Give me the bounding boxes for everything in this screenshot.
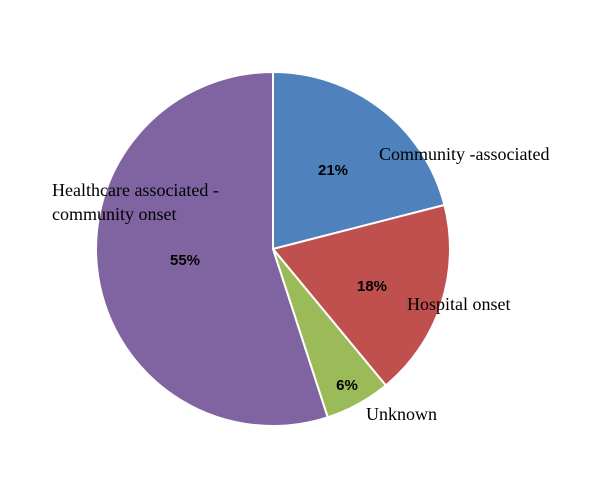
slices-layer	[95, 71, 451, 427]
category-label-healthcare-associated-community-onset: Healthcare associated - community onset	[52, 180, 219, 224]
pct-label-community-associated: 21%	[318, 162, 348, 179]
pie-slice-healthcare-associated-community-onset	[95, 71, 329, 427]
category-label-community-associated: Community -associated	[379, 144, 549, 164]
pct-label-unknown: 6%	[336, 377, 358, 394]
category-label-unknown: Unknown	[366, 404, 437, 424]
pie-slice-community-associated	[272, 71, 446, 250]
pct-label-healthcare-associated-community-onset: 55%	[170, 252, 200, 269]
category-label-hospital-onset: Hospital onset	[407, 294, 511, 314]
category-label-line: Unknown	[366, 404, 437, 424]
category-label-line: community onset	[52, 204, 177, 224]
labels-layer: 21% Community -associated 18% Hospital onse…	[52, 144, 549, 424]
category-label-line: Hospital onset	[407, 294, 511, 314]
category-label-line: Community -associated	[379, 144, 549, 164]
category-label-line: Healthcare associated -	[52, 180, 219, 200]
pct-label-hospital-onset: 18%	[357, 278, 387, 295]
pie-slice-hospital-onset	[272, 203, 451, 387]
